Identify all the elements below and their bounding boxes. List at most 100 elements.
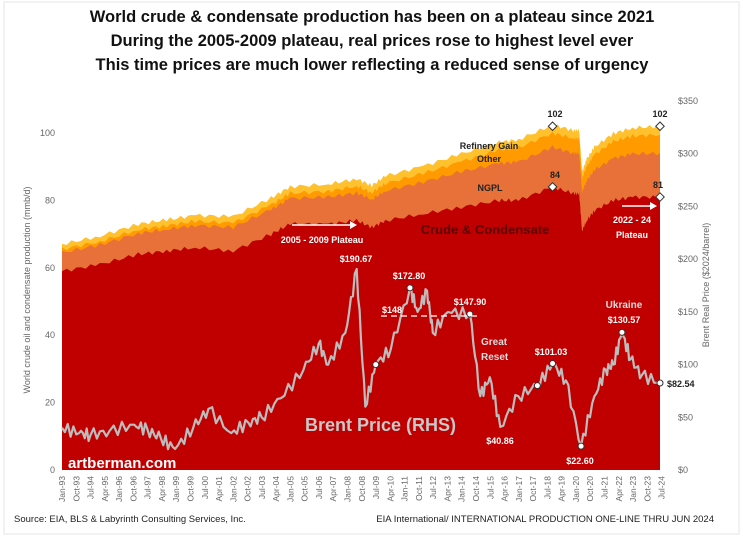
y2-tick-label: $200 <box>678 254 698 264</box>
x-tick-label: Jul-24 <box>657 476 667 499</box>
label-plateau-2022-a: 2022 - 24 <box>613 215 651 225</box>
x-tick-label: Jan-11 <box>400 476 410 502</box>
label-other: Other <box>477 154 502 164</box>
y2-tick-label: $350 <box>678 96 698 106</box>
label-ukraine: Ukraine <box>606 300 643 311</box>
production-marker <box>655 121 665 132</box>
title-line-2: During the 2005-2009 plateau, real price… <box>111 32 634 50</box>
label-brent: Brent Price (RHS) <box>305 415 456 435</box>
y-tick-label: 60 <box>45 263 55 273</box>
y-axis-title: World crude oil and condensate productio… <box>22 187 32 394</box>
y-tick-label: 40 <box>45 330 55 340</box>
title-line-3: This time prices are much lower reflecti… <box>96 56 650 74</box>
x-tick-label: Jan-02 <box>228 476 238 502</box>
y2-tick-label: $100 <box>678 360 698 370</box>
title-line-1: World crude & condensate production has … <box>90 8 655 26</box>
x-tick-label: Oct-14 <box>471 476 481 502</box>
x-tick-label: Jul-15 <box>485 476 495 499</box>
x-tick-label: Oct-20 <box>585 476 595 502</box>
x-tick-label: Apr-98 <box>157 476 167 502</box>
label-p101: $101.03 <box>535 347 568 357</box>
x-tick-label: Jan-05 <box>285 476 295 502</box>
x-tick-label: Apr-13 <box>442 476 452 502</box>
label-great-reset-a: Great <box>481 337 508 348</box>
brent-marker <box>618 328 626 336</box>
label-plateau-2005: 2005 - 2009 Plateau <box>281 235 364 245</box>
y2-tick-label: $0 <box>678 465 688 475</box>
x-tick-label: Apr-10 <box>385 476 395 502</box>
footer-right: EIA International/ INTERNATIONAL PRODUCT… <box>376 514 714 525</box>
label-crude: Crude & Condensate <box>421 222 550 237</box>
label-great-reset-b: Reset <box>481 352 509 363</box>
x-tick-label: Jul-94 <box>86 476 96 499</box>
x-tick-label: Apr-22 <box>614 476 624 502</box>
y-tick-label: 0 <box>50 465 55 475</box>
label-p190: $190.67 <box>340 254 373 264</box>
brent-marker <box>406 284 414 292</box>
x-tick-label: Jul-12 <box>428 476 438 499</box>
x-tick-label: Apr-19 <box>557 476 567 502</box>
x-tick-label: Oct-23 <box>642 476 652 502</box>
x-tick-label: Oct-05 <box>300 476 310 502</box>
label-prod-peak-2: 102 <box>652 109 667 119</box>
x-tick-label: Jul-00 <box>200 476 210 499</box>
plateau-2005-arrowhead <box>350 221 357 229</box>
x-tick-label: Jul-21 <box>599 476 609 499</box>
watermark: artberman.com <box>68 455 176 472</box>
label-p82: $82.54 <box>667 379 695 389</box>
production-marker <box>547 181 558 192</box>
annotations: 102 102 84 81 Refinery Gain Other NGPL C… <box>68 109 695 472</box>
x-tick-label: Jan-93 <box>57 476 67 502</box>
x-tick-label: Jan-99 <box>171 476 181 502</box>
x-tick-label: Apr-16 <box>500 476 510 502</box>
x-tick-label: Jul-09 <box>371 476 381 499</box>
brent-marker <box>656 379 664 387</box>
label-prod-peak-1: 102 <box>547 109 562 119</box>
x-tick-label: Oct-11 <box>414 476 424 501</box>
x-tick-label: Oct-17 <box>528 476 538 502</box>
production-marker <box>547 121 558 132</box>
label-p130: $130.57 <box>608 315 641 325</box>
label-p172: $172.80 <box>393 271 426 281</box>
x-tick-label: Apr-01 <box>214 476 224 502</box>
label-p148: $148 <box>382 305 402 315</box>
x-tick-label: Oct-08 <box>357 476 367 502</box>
brent-marker <box>533 382 541 390</box>
production-marker <box>655 192 665 202</box>
label-crude-peak-2: 81 <box>653 180 663 190</box>
x-tick-label: Jan-23 <box>628 476 638 502</box>
y-tick-label: 80 <box>45 195 55 205</box>
x-tick-label: Oct-96 <box>128 476 138 502</box>
y2-tick-label: $250 <box>678 201 698 211</box>
label-p22: $22.60 <box>566 456 594 466</box>
footer-source: Source: EIA, BLS & Labyrinth Consulting … <box>14 514 246 525</box>
y-tick-label: 100 <box>40 128 55 138</box>
label-plateau-2022-b: Plateau <box>616 230 648 240</box>
x-tick-label: Oct-02 <box>243 476 253 502</box>
label-p147: $147.90 <box>454 297 487 307</box>
plateau-2022-arrowhead <box>650 202 657 210</box>
axes: 0 20 40 60 80 100 $0 $50 $100 $150 $200 $250 $300 $35… <box>40 96 698 502</box>
x-tick-label: Jul-06 <box>314 476 324 499</box>
x-tick-label: Jan-20 <box>571 476 581 502</box>
label-refinery-gain: Refinery Gain <box>460 141 519 151</box>
brent-marker <box>577 442 585 450</box>
y2-tick-label: $300 <box>678 149 698 159</box>
x-tick-label: Jul-03 <box>257 476 267 499</box>
label-crude-peak-1: 84 <box>550 170 560 180</box>
x-tick-label: Jan-17 <box>514 476 524 502</box>
brent-marker <box>549 359 557 367</box>
x-tick-label: Apr-07 <box>328 476 338 502</box>
x-tick-label: Jan-14 <box>457 476 467 502</box>
x-tick-label: Jul-18 <box>542 476 552 499</box>
x-tick-label: Oct-99 <box>185 476 195 502</box>
x-tick-label: Apr-95 <box>100 476 110 502</box>
label-p40: $40.86 <box>486 436 514 446</box>
brent-marker <box>372 361 380 369</box>
x-tick-label: Jul-97 <box>143 476 153 499</box>
y2-axis-title: Brent Real Price ($2024/barrel) <box>701 223 711 348</box>
y2-tick-label: $50 <box>678 412 693 422</box>
x-tick-label: Jan-08 <box>343 476 353 502</box>
label-ngpl: NGPL <box>477 183 503 193</box>
